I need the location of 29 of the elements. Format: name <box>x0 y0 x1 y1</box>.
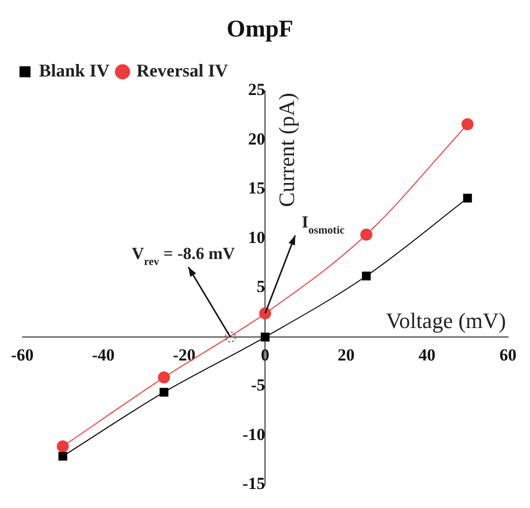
y-axis-title: Current (pA) <box>274 92 299 208</box>
x-tick-label: 20 <box>338 346 355 365</box>
y-tick-label: -5 <box>250 376 266 395</box>
point <box>158 371 170 384</box>
y-tick-label: 10 <box>248 228 266 247</box>
y-tick-label: 25 <box>248 80 266 100</box>
y-tick-label: 20 <box>248 129 266 148</box>
y-tick-label: 15 <box>248 178 266 198</box>
x-tick-label: 60 <box>500 346 516 365</box>
x-axis-title: Voltage (mV) <box>386 308 506 333</box>
y-tick-label: 5 <box>256 277 266 296</box>
x-tick-label: -60 <box>10 346 34 365</box>
chart-title: OmpF <box>226 16 294 43</box>
point <box>260 332 270 342</box>
point <box>58 452 68 461</box>
x-tick-label: -20 <box>172 346 196 365</box>
point <box>462 118 474 130</box>
point <box>362 272 371 280</box>
legend-label: Reversal IV <box>136 60 228 80</box>
point <box>160 388 168 397</box>
point <box>463 194 472 203</box>
point <box>360 228 372 241</box>
x-tick-label: -40 <box>92 346 115 365</box>
y-tick-label: -10 <box>242 424 266 444</box>
point <box>259 307 272 320</box>
point <box>56 440 69 452</box>
x-tick-label: 40 <box>418 346 436 365</box>
legend-label: Blank IV <box>39 60 110 80</box>
y-tick-label: -15 <box>242 474 266 494</box>
